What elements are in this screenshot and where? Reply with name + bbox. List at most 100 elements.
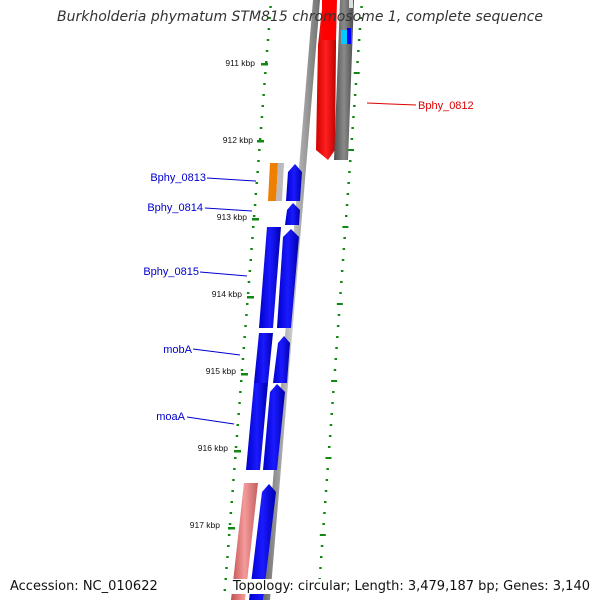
gc-dot [357,50,360,52]
gene-arrow-bphy0813[interactable] [286,164,302,201]
gc-dot [235,435,239,437]
gc-dot [342,248,346,250]
tick-label: 915 kbp [206,366,237,376]
gc-dot [358,28,362,30]
gene-bar-moaA-inner[interactable] [246,383,268,470]
gc-dot [252,226,255,228]
gc-dot [319,567,322,569]
gene-label[interactable]: mobA [163,344,192,356]
gc-dot [328,446,331,448]
gc-dot [240,369,244,371]
gc-dot [336,325,340,327]
gc-dot [348,149,355,151]
gc-dot [260,116,264,118]
gc-dot [360,6,363,8]
feature-grey-small[interactable] [276,163,284,201]
map-title: Burkholderia phymatum STM815 chromosome … [56,9,543,25]
gene-arrow-top-red[interactable] [322,0,337,40]
ruler-tick [247,296,254,299]
gene-label[interactable]: Bphy_0815 [143,266,199,278]
gc-dot [353,72,360,74]
gc-dot [330,413,333,415]
gc-dot [227,545,230,547]
gc-dot [267,28,271,30]
gc-dot [250,248,253,250]
gc-dot [319,534,326,536]
gc-dot [234,446,238,448]
gc-dot [336,336,339,338]
gc-dot [328,435,332,437]
gc-dot [237,413,240,415]
gc-dot [233,468,236,470]
tick-label: 912 kbp [223,135,254,145]
gene-label[interactable]: Bphy_0812 [418,100,474,112]
gc-dot [352,116,355,118]
gc-dot [261,105,264,107]
gene-arrow-bphy0814[interactable] [285,203,300,225]
topology-summary: Topology: circular; Length: 3,479,187 bp… [230,579,592,594]
gene-arrow-mobA[interactable] [273,336,290,383]
gc-dot [244,325,247,327]
gc-dot [324,501,327,503]
gc-dot [336,303,343,305]
gc-dot [243,336,246,338]
gc-dot [254,193,258,195]
gc-dot [247,281,251,283]
ruler-tick [261,63,268,66]
gc-dot [255,182,258,184]
gc-content-track-outer [317,6,363,591]
gc-dot [323,512,326,514]
feature-orange-bar[interactable] [268,163,278,201]
gene-arrow-bottom[interactable] [249,484,276,600]
gc-dot [326,468,329,470]
gc-dot [340,270,344,272]
gc-dot [320,545,324,547]
gene-arrow-bphy0815[interactable] [277,229,299,328]
gc-dot [325,457,332,459]
gc-dot [335,347,338,349]
gc-dot [329,424,333,426]
gc-dot [357,39,361,41]
gc-dot [324,490,328,492]
gc-dot [234,457,237,459]
feature-white-mark[interactable] [349,0,353,8]
feature-cyan-mark[interactable] [341,30,347,44]
gc-dot [251,237,254,239]
feature-blue-mark[interactable] [347,28,351,44]
gc-dot [231,490,234,492]
gene-label[interactable]: moaA [156,411,185,423]
gc-dot [238,402,241,404]
gc-dot [242,347,246,349]
gc-dot [341,259,345,261]
gc-dot [348,171,351,173]
gc-dot [320,556,323,558]
gc-dot [263,83,266,85]
gc-dot [225,567,228,569]
gc-dot [245,314,248,316]
gc-content-track-inner [223,6,272,591]
gc-dot [347,182,350,184]
gc-dot [265,61,268,63]
gc-dot [331,402,334,404]
gc-dot [241,358,245,360]
gene-label[interactable]: Bphy_0814 [147,202,203,214]
ruler-tick [252,218,259,221]
gene-label[interactable]: Bphy_0813 [150,172,206,184]
ruler-ticks [228,63,268,530]
gc-dot [253,204,257,206]
gc-dot [249,259,252,261]
gc-dot [340,281,343,283]
tick-label: 914 kbp [212,289,243,299]
gene-bar-pink[interactable] [231,483,258,600]
gene-labels: Bphy_0812 Bphy_0813 Bphy_0814 Bphy_0815 … [143,100,473,423]
gc-dot [232,479,235,481]
gc-dot [322,523,325,525]
gc-dot [359,17,362,19]
gene-arrow-moaA[interactable] [263,384,285,470]
gc-dot [345,204,349,206]
gene-bar-bphy0815-inner[interactable] [259,227,281,328]
ruler-tick [228,527,235,530]
ruler-labels: 911 kbp 912 kbp 913 kbp 914 kbp 915 kbp … [190,58,256,530]
gene-bar-mobA-inner[interactable] [254,333,273,383]
